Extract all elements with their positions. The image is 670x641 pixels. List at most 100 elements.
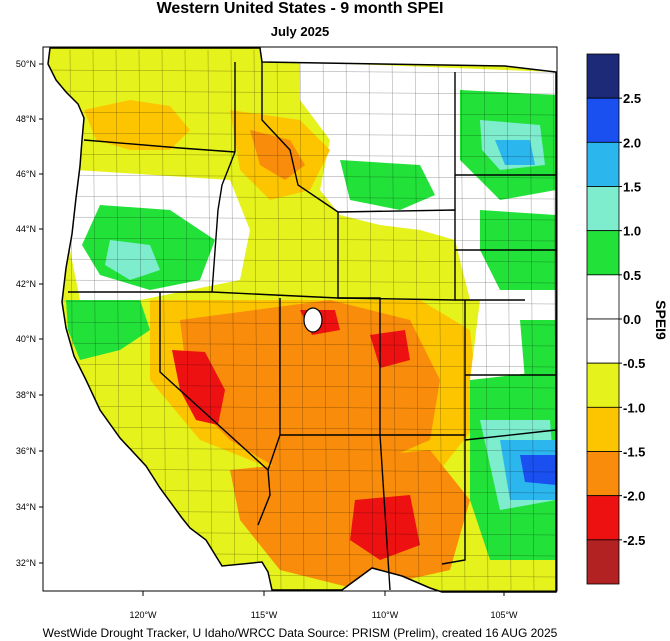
colorbar-label: 0.0 [623, 312, 641, 327]
zone-oregon-aqua [105, 240, 160, 280]
colorbar-label: 0.5 [623, 268, 641, 283]
county-line [48, 237, 556, 242]
colorbar-label: -2.0 [623, 489, 645, 504]
county-line [207, 49, 213, 591]
map-title: Western United States - 9 month SPEI [156, 0, 444, 17]
county-line [483, 49, 489, 591]
lat-label-48: 48°N [16, 114, 36, 124]
border-az-nm [379, 434, 391, 591]
colorbar-bin [586, 230, 620, 276]
county-line [48, 384, 556, 389]
county-line [230, 49, 236, 591]
county-line [48, 300, 556, 305]
map-subtitle: July 2025 [270, 24, 330, 39]
county-line [460, 49, 466, 591]
colorbar-bin [586, 451, 620, 497]
colorbar-bin [586, 318, 620, 364]
border-or-id [211, 151, 236, 293]
zone-idaho-core [250, 130, 305, 180]
county-line [48, 90, 556, 95]
county-line [48, 405, 556, 410]
lat-label-36: 36°N [16, 446, 36, 456]
zone-nm-red [350, 495, 420, 560]
lat-label-42: 42°N [16, 279, 36, 289]
border-ok-tx [464, 429, 557, 441]
state-borders [68, 62, 557, 591]
county-line [184, 49, 190, 591]
lat-label-50: 50°N [16, 59, 36, 69]
border-wy [337, 209, 456, 301]
county-line [253, 49, 259, 591]
county-line [48, 342, 556, 347]
county-line [529, 49, 535, 591]
county-line [48, 195, 556, 200]
lon-label-105: 105°W [490, 610, 518, 620]
county-line [506, 49, 512, 591]
colorbar-bin [586, 274, 620, 320]
lat-label-44: 44°N [16, 224, 36, 234]
county-line [48, 111, 556, 116]
lon-label-115: 115°W [251, 610, 278, 620]
colorbar-label: -1.5 [623, 445, 645, 460]
colorbar-bin [586, 362, 620, 408]
county-line [48, 447, 556, 452]
longitude-axis: 120°W 115°W 110°W 105°W [129, 591, 518, 620]
lat-label-38: 38°N [16, 390, 36, 400]
latitude-axis: 50°N 48°N 46°N 44°N 42°N 40°N 38°N 36°N … [16, 59, 43, 568]
colorbar-bin [586, 97, 620, 143]
zone-ca-north-green [66, 300, 150, 360]
zone-nd-blue [495, 140, 535, 165]
colorbar-bin [586, 406, 620, 452]
county-line [48, 321, 556, 326]
axis-frame [42, 46, 558, 592]
colorbar-label: 2.5 [623, 91, 641, 106]
colorbar-bin [586, 53, 620, 99]
colorbar-label: -2.5 [623, 533, 645, 548]
county-line [552, 49, 556, 591]
county-line [322, 49, 328, 591]
county-line [48, 174, 556, 179]
border-nm-tx [441, 300, 466, 565]
colorbar-label: 2.0 [623, 135, 641, 150]
border-wa-or [83, 139, 236, 153]
county-line [48, 153, 556, 158]
county-line [345, 49, 351, 591]
county-line [48, 216, 556, 221]
county-line [391, 49, 397, 591]
county-line [48, 69, 556, 74]
zone-mt-green [340, 160, 435, 210]
county-line [368, 49, 374, 591]
lat-label-34: 34°N [16, 502, 36, 512]
great-salt-lake [303, 307, 323, 333]
lon-label-120: 120°W [129, 610, 157, 620]
county-line [48, 279, 556, 284]
lat-label-40: 40°N [16, 334, 36, 344]
colorbar-bin [586, 186, 620, 232]
colorbar-label: -0.5 [623, 356, 645, 371]
colorbar-bin [586, 539, 620, 585]
county-line [437, 49, 443, 591]
credit-footer: WestWide Drought Tracker, U Idaho/WRCC D… [42, 626, 558, 640]
lat-label-46: 46°N [16, 169, 36, 179]
county-line [48, 132, 556, 137]
colorbar-label: -1.0 [623, 400, 645, 415]
border-id-mt [261, 62, 339, 213]
county-line [48, 426, 556, 431]
lat-label-32: 32°N [16, 558, 36, 568]
border-or-ca-nv [68, 291, 339, 299]
county-line [299, 49, 305, 591]
colorbar-title: SPEI9 [653, 300, 669, 340]
county-line [48, 363, 556, 368]
zone-ks-green [520, 320, 556, 380]
county-line [414, 49, 420, 591]
county-line [48, 258, 556, 263]
colorbar: 2.5 2.0 1.5 1.0 0.5 0.0 -0.5 -1.0 -1.5 -2.0 -2.5 [586, 53, 645, 585]
lon-label-110: 110°W [372, 610, 399, 620]
colorbar-bin [586, 495, 620, 541]
colorbar-label: 1.0 [623, 224, 641, 239]
colorbar-bin [586, 141, 620, 187]
zone-plains-blue [520, 455, 556, 485]
county-line [276, 49, 282, 591]
colorbar-label: 1.5 [623, 180, 641, 195]
